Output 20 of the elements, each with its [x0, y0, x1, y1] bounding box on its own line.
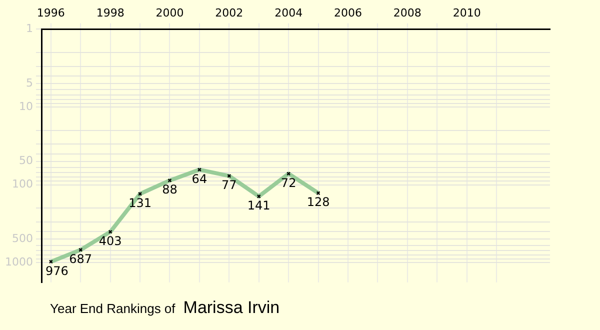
- data-label: 687: [69, 252, 92, 266]
- data-label: 128: [306, 195, 330, 210]
- x-tick-label: 2002: [215, 6, 244, 20]
- x-tick-label: 1998: [96, 6, 124, 20]
- data-label: 976: [45, 264, 68, 278]
- data-label: 141: [247, 198, 270, 212]
- x-tick-label: 2000: [156, 6, 184, 20]
- text: Marissa Irvin: [183, 298, 280, 318]
- x-tick-label: 2008: [393, 6, 422, 20]
- data-label: 88: [162, 182, 178, 197]
- data-label: 77: [222, 178, 237, 192]
- x-tick-label: 2010: [452, 6, 481, 20]
- data-label: 403: [98, 234, 122, 248]
- x-tick-label: 2006: [334, 6, 362, 20]
- data-label: 64: [192, 172, 208, 186]
- x-tick-label: 1996: [36, 6, 65, 20]
- data-label: 72: [280, 176, 296, 190]
- text: Year End Rankings of: [50, 301, 176, 316]
- x-tick-label: 2004: [274, 6, 303, 20]
- data-label: 131: [128, 196, 152, 210]
